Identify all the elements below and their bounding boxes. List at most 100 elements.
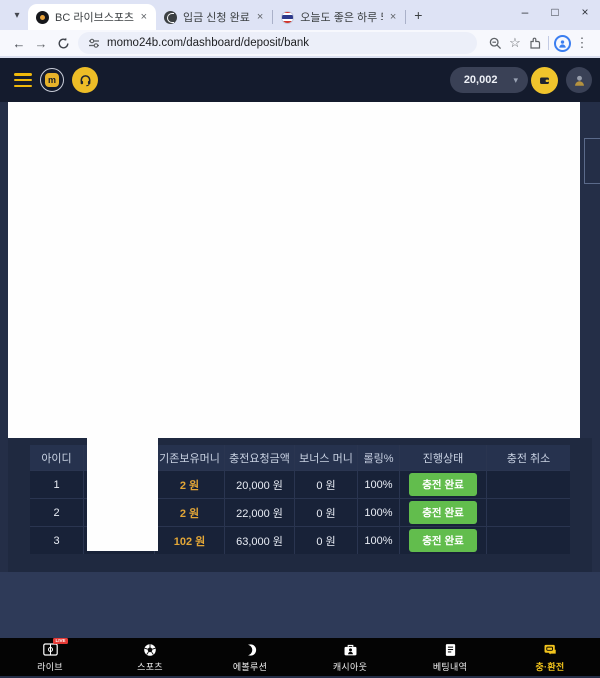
page-footer (0, 572, 600, 638)
bottomnav-label: 충·환전 (535, 661, 565, 672)
cell-bonus: 0 원 (295, 527, 358, 554)
crescent-icon (242, 642, 259, 658)
col-header-cancel: 충전 취소 (506, 452, 551, 465)
bottomnav-label: 스포츠 (137, 661, 163, 672)
briefcase-person-icon (342, 642, 359, 658)
close-tab-icon[interactable]: × (389, 11, 397, 23)
cell-request-amount: 22,000 원 (225, 499, 295, 526)
close-window-button[interactable]: × (581, 5, 589, 19)
bottomnav-item-live[interactable]: LIVE 라이브 (0, 637, 100, 676)
wallet-button[interactable] (531, 66, 558, 94)
col-header-bonus: 보너스 머니 (295, 445, 358, 470)
status-complete-button[interactable]: 충전 완료 (409, 529, 477, 552)
balance-selector[interactable]: 20,002 ▾ (449, 67, 528, 93)
cell-bonus: 0 원 (295, 499, 358, 526)
col-header-status: 진행상태 (400, 445, 487, 470)
new-tab-button[interactable]: + (414, 7, 423, 23)
back-button[interactable]: ← (12, 35, 26, 51)
cell-cancel (487, 527, 570, 554)
cell-status: 충전 완료 (400, 527, 487, 554)
browser-toolbar: ← → momo24b.com/dashboard/deposit/bank (0, 30, 600, 58)
cell-id: 1 (30, 471, 84, 498)
close-tab-icon[interactable]: × (140, 11, 147, 23)
hamburger-menu-icon[interactable] (14, 73, 32, 87)
tab-search-chevron-icon[interactable]: ▾ (14, 9, 20, 21)
thai-flag-favicon-icon (281, 10, 295, 24)
money-transfer-icon (542, 642, 559, 658)
globe-favicon-icon (164, 10, 177, 24)
document-icon (442, 642, 459, 658)
bottomnav-label: 캐시아웃 (332, 661, 368, 672)
tab-divider (272, 10, 274, 24)
tab-momo[interactable]: BC 라이브스포츠 | MOMOB × (28, 4, 156, 30)
tab-strip: ▾ BC 라이브스포츠 | MOMOB × 입금 신청 완료 × 오늘도 좋은 … (0, 0, 600, 30)
bottomnav-item-bet-history[interactable]: 베팅내역 (400, 638, 500, 676)
tab-divider (405, 10, 407, 24)
bottomnav-label: 라이브 (37, 661, 63, 672)
tab-good-day[interactable]: 오늘도 좋은 하루 되세요 = × (273, 4, 405, 30)
site-settings-icon[interactable] (88, 37, 100, 49)
status-complete-button[interactable]: 충전 완료 (409, 501, 477, 524)
tab-deposit-complete[interactable]: 입금 신청 완료 × (156, 4, 272, 30)
cell-id: 2 (30, 499, 84, 526)
cell-held-money: 2 원 (155, 471, 225, 498)
cell-bonus: 0 원 (295, 471, 358, 498)
window-controls: – □ × (510, 0, 600, 24)
cell-cancel (487, 499, 570, 526)
col-header-request-amount: 충전요청금액 (225, 445, 295, 470)
cell-held-money: 102 원 (155, 527, 225, 554)
headset-icon (80, 74, 90, 86)
cell-id: 3 (30, 527, 84, 554)
balance-amount: 20,002 (463, 74, 498, 86)
profile-avatar-icon[interactable] (552, 33, 572, 53)
chevron-down-icon: ▾ (513, 74, 518, 85)
extensions-icon[interactable] (525, 33, 545, 53)
bookmark-star-icon[interactable]: ☆ (509, 35, 521, 50)
site-header: m 20,002 ▾ (0, 58, 600, 102)
maximize-button[interactable]: □ (551, 5, 559, 19)
bottomnav-item-evolution[interactable]: 에볼루션 (200, 638, 300, 676)
cell-held-money: 2 원 (155, 499, 225, 526)
momo-favicon-icon (36, 10, 49, 24)
cell-status: 충전 완료 (400, 499, 487, 526)
cell-status: 충전 완료 (400, 471, 487, 498)
toolbar-divider (548, 36, 549, 50)
bottomnav-item-deposit-withdraw[interactable]: 충·환전 (500, 638, 600, 676)
tab-title: BC 라이브스포츠 | MOMOB (55, 12, 134, 24)
status-complete-button[interactable]: 충전 완료 (409, 473, 477, 496)
user-avatar[interactable] (566, 67, 592, 93)
bottomnav-item-cashout[interactable]: 캐시아웃 (300, 638, 400, 676)
blank-overlay-strip (87, 438, 158, 551)
customer-support-button[interactable] (72, 67, 98, 93)
col-header-id: 아이디 (30, 445, 84, 470)
cell-cancel (487, 471, 570, 498)
minimize-button[interactable]: – (521, 5, 529, 19)
browser-menu-icon[interactable]: ⋮ (575, 35, 589, 50)
cell-rolling: 100% (358, 499, 400, 526)
zoom-icon[interactable] (485, 33, 505, 53)
live-scoreboard-icon: LIVE (42, 637, 68, 658)
url-text[interactable]: momo24b.com/dashboard/deposit/bank (107, 37, 310, 49)
cell-rolling: 100% (358, 471, 400, 498)
forward-button[interactable]: → (34, 35, 48, 51)
address-bar[interactable]: momo24b.com/dashboard/deposit/bank (78, 32, 477, 54)
cell-request-amount: 20,000 원 (225, 471, 295, 498)
bottomnav-item-sports[interactable]: 스포츠 (100, 638, 200, 676)
live-badge: LIVE (53, 637, 68, 644)
site-logo[interactable]: m (40, 68, 64, 92)
reload-button[interactable] (52, 32, 74, 54)
person-icon (574, 75, 584, 86)
edge-outline-box (584, 138, 600, 184)
header-right: 20,002 ▾ (449, 66, 592, 94)
web-page: m 20,002 ▾ (0, 58, 600, 678)
logo-letter: m (45, 73, 59, 87)
blank-overlay-panel (8, 102, 580, 438)
bottom-navigation: LIVE 라이브 스포츠 (0, 637, 600, 676)
wallet-icon (540, 77, 549, 84)
bottomnav-label: 에볼루션 (232, 661, 268, 672)
cell-rolling: 100% (358, 527, 400, 554)
soccer-ball-icon (142, 642, 159, 658)
reload-icon (58, 37, 68, 48)
close-tab-icon[interactable]: × (256, 11, 264, 23)
